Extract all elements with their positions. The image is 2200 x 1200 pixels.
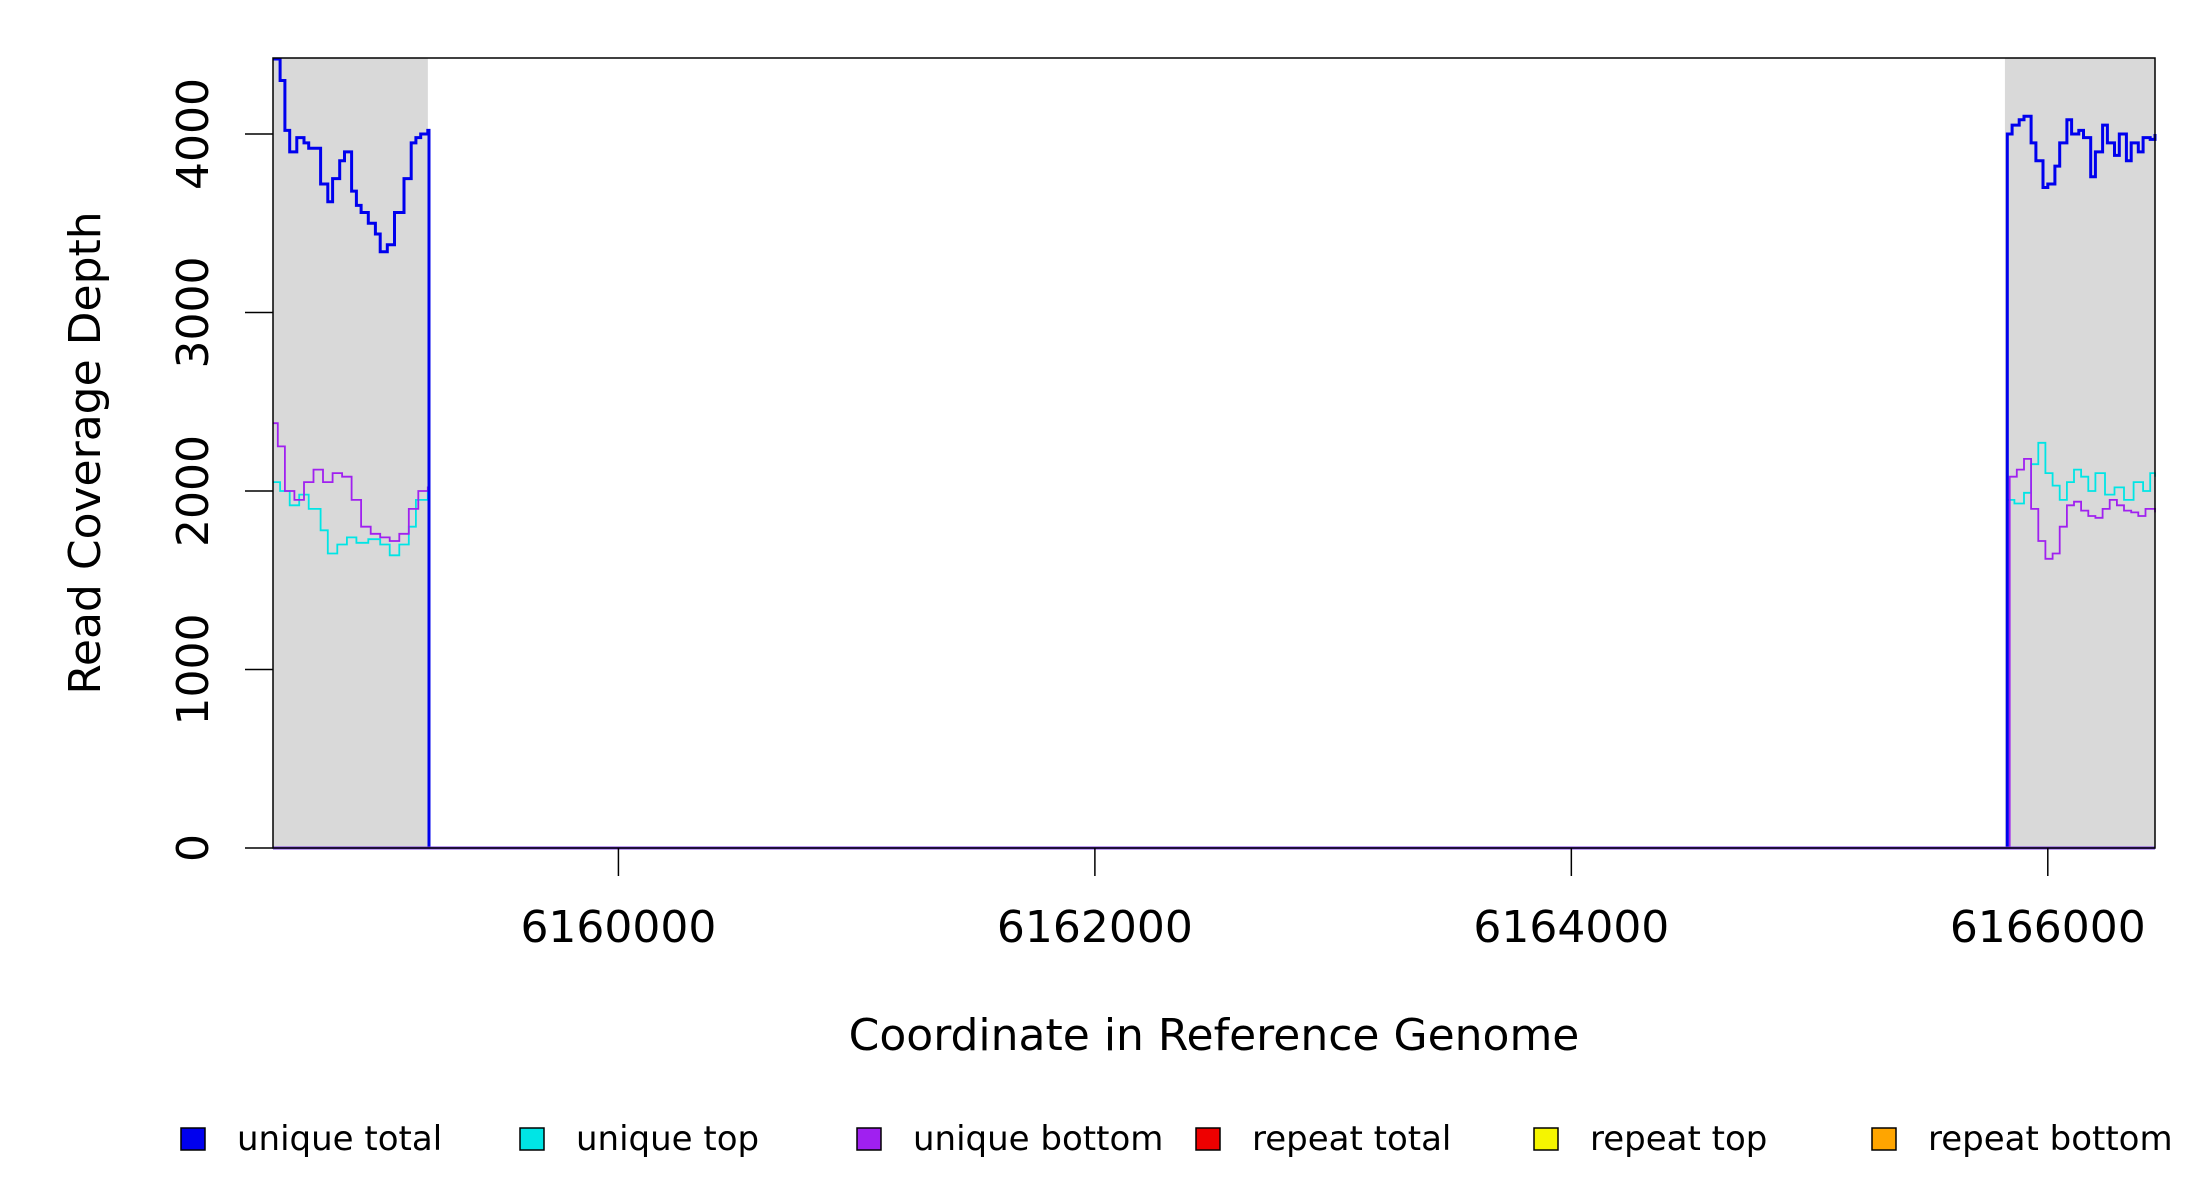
legend-label-unique-total: unique total (237, 1119, 442, 1159)
x-axis: 6160000 6162000 6164000 6166000 (520, 848, 2146, 953)
legend-swatch-unique-bottom (856, 1127, 882, 1151)
x-tick-label-1: 6160000 (520, 902, 716, 953)
shaded-regions (273, 58, 2155, 848)
y-axis-title: Read Coverage Depth (60, 211, 111, 694)
y-tick-label-5: 4000 (168, 78, 219, 190)
legend: unique total unique top unique bottom repea… (180, 1119, 2173, 1159)
legend-label-unique-bottom: unique bottom (913, 1119, 1163, 1159)
legend-swatch-unique-top (519, 1127, 545, 1151)
legend-swatch-repeat-total (1195, 1127, 1221, 1151)
legend-swatch-repeat-top (1533, 1127, 1559, 1151)
y-tick-label-4: 3000 (168, 257, 219, 369)
series-line-unique-total (273, 57, 2157, 850)
legend-label-repeat-bottom: repeat bottom (1928, 1119, 2173, 1159)
legend-swatch-unique-total (180, 1127, 206, 1151)
series-line-unique-top (273, 441, 2156, 849)
y-tick-label-3: 2000 (168, 435, 219, 547)
y-axis: 0 1000 2000 3000 4000 (168, 78, 273, 862)
legend-label-repeat-top: repeat top (1590, 1119, 1767, 1159)
x-tick-label-3: 6164000 (1473, 902, 1669, 953)
y-tick-label-2: 1000 (168, 614, 219, 726)
x-tick-label-2: 6162000 (997, 902, 1193, 953)
x-axis-title: Coordinate in Reference Genome (849, 1010, 1580, 1061)
legend-swatch-repeat-bottom (1871, 1127, 1897, 1151)
plot-frame (272, 57, 2156, 849)
legend-label-unique-top: unique top (576, 1119, 759, 1159)
y-tick-label-1: 0 (168, 834, 219, 862)
series-lines (273, 57, 2157, 850)
series-line-unique-bottom (273, 422, 2156, 849)
shaded-region-2 (2004, 58, 2155, 848)
x-tick-label-4: 6166000 (1950, 902, 2146, 953)
legend-label-repeat-total: repeat total (1252, 1119, 1451, 1159)
